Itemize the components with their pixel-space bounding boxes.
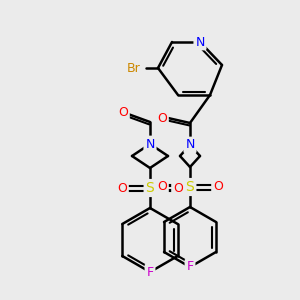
Text: O: O <box>157 112 167 124</box>
Text: N: N <box>185 139 195 152</box>
Text: O: O <box>213 181 223 194</box>
Text: F: F <box>186 260 194 274</box>
Text: S: S <box>186 180 194 194</box>
Text: F: F <box>146 266 154 278</box>
Text: O: O <box>173 182 183 194</box>
Text: O: O <box>118 106 128 118</box>
Text: S: S <box>146 181 154 195</box>
Text: O: O <box>117 182 127 194</box>
Text: O: O <box>157 181 167 194</box>
Text: N: N <box>195 35 205 49</box>
Text: Br: Br <box>127 61 141 74</box>
Text: N: N <box>145 137 155 151</box>
